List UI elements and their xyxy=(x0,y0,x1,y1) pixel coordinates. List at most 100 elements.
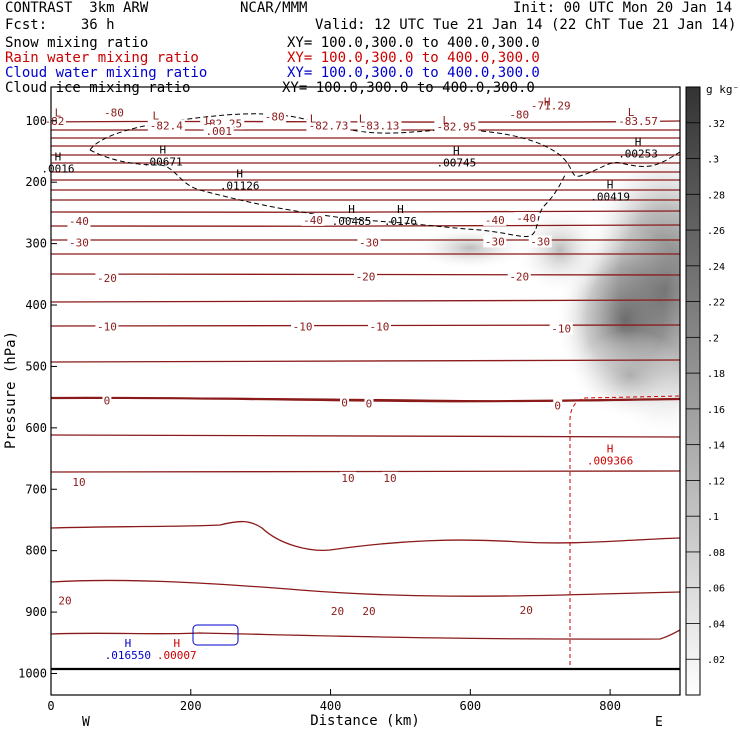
snow-shading-west xyxy=(410,226,530,270)
contour-label-bg xyxy=(360,605,377,618)
contour-label: -40 xyxy=(69,215,89,228)
contour-line xyxy=(51,434,680,438)
extremum-value: .00007 xyxy=(157,649,197,662)
contour-line xyxy=(51,470,680,473)
contour-label: -40 xyxy=(303,214,323,227)
x-tick-label: 400 xyxy=(320,699,342,713)
contour-label: 0 xyxy=(554,399,561,412)
center-label: NCAR/MMM xyxy=(240,0,308,16)
extremum-value: .00253 xyxy=(618,147,658,160)
contour-label: 0 xyxy=(341,396,348,409)
colorbar-tick-label: .28 xyxy=(707,190,725,201)
field-xy-cloud-water: XY= 100.0,300.0 to 400.0,300.0 xyxy=(287,65,540,81)
contour-label-bg xyxy=(507,108,531,121)
contour-label-bg xyxy=(147,119,185,132)
extremum-marker: H xyxy=(173,637,180,650)
contour-label-bg xyxy=(518,603,535,616)
contour-label: 0 xyxy=(366,398,373,411)
plot-frame xyxy=(50,86,681,696)
x-axis-title: Distance (km) xyxy=(310,713,420,729)
y-tick-label: 600 xyxy=(25,421,47,435)
field-xy-snow: XY= 100.0,300.0 to 400.0,300.0 xyxy=(287,35,540,51)
contour-label: 20 xyxy=(331,605,344,618)
contour-label: -10 xyxy=(551,323,571,336)
contour-label: 10 xyxy=(383,472,396,485)
contour-label-bg xyxy=(528,235,552,248)
extremum-marker: H xyxy=(607,442,614,455)
x-tick-label: 800 xyxy=(599,699,621,713)
extremum-value: .00671 xyxy=(143,155,183,168)
contour-label: -83.13 xyxy=(360,119,400,132)
extremum-marker: L xyxy=(359,113,366,126)
extremum-value: .0176 xyxy=(384,215,417,228)
extremum-marker: H xyxy=(236,167,243,180)
contour-label-bg xyxy=(483,235,507,248)
valid-time: Valid: 12 UTC Tue 21 Jan 14 (22 ChT Tue … xyxy=(315,17,737,33)
contour-label-bg xyxy=(514,212,538,225)
contour-label: -20 xyxy=(97,272,117,285)
snow-shading-plume xyxy=(515,205,605,295)
colorbar-tick-label: .26 xyxy=(707,226,725,237)
west-label: W xyxy=(82,715,90,730)
contour-label-bg xyxy=(200,117,245,130)
contour-line xyxy=(51,210,680,213)
contour-label-bg xyxy=(364,397,374,410)
colorbar-tick-label: .3 xyxy=(707,155,719,166)
contour-label: -30 xyxy=(485,235,505,248)
contour-label-bg xyxy=(553,399,563,412)
field-label-rain: Rain water mixing ratio xyxy=(5,50,199,66)
contour-label-bg xyxy=(95,320,119,333)
snow-mixing-ratio-contour xyxy=(89,113,680,237)
cloud-water-contour xyxy=(192,624,239,646)
extremum-value: .009366 xyxy=(587,454,633,467)
x-tick-label: 200 xyxy=(180,699,202,713)
contour-label-bg xyxy=(102,106,126,119)
colorbar-tick-label: .02 xyxy=(707,655,725,666)
y-tick-label: 900 xyxy=(25,605,47,619)
contour-label-bg xyxy=(483,213,507,226)
extremum-marker: H xyxy=(397,203,404,216)
contour-label-bg xyxy=(102,394,112,407)
y-tick-label: 700 xyxy=(25,482,47,496)
colorbar-tick-label: .22 xyxy=(707,298,725,309)
field-label-snow: Snow mixing ratio xyxy=(5,35,149,51)
x-tick-label: 0 xyxy=(47,699,54,713)
contour-label: .001 xyxy=(205,125,232,138)
init-time: Init: 00 UTC Mon 20 Jan 14 xyxy=(513,0,733,16)
colorbar-tick-label: .12 xyxy=(707,476,725,487)
contour-line xyxy=(51,324,680,327)
contour-label-bg xyxy=(203,124,234,137)
y-tick-label: 200 xyxy=(25,175,47,189)
contour-label-bg xyxy=(67,215,91,228)
contour-label-bg xyxy=(549,322,573,335)
pressure-axis: 100 200 300 400 500 600 700 800 900 1000 xyxy=(18,114,57,681)
distance-axis: 0 200 400 600 800 xyxy=(47,689,621,713)
contour-line xyxy=(51,359,680,363)
contour-labels: -80 -80 -80-71.29-82.4 -82.25 -82.73 -83.13 -8… xyxy=(42,99,661,618)
colorbar-tick-label: .2 xyxy=(707,333,719,344)
colorbar-tick-label: .16 xyxy=(707,405,725,416)
contour-label: 10 xyxy=(341,472,354,485)
extremum-value: .00745 xyxy=(436,157,476,170)
contour-label: -30 xyxy=(69,237,89,250)
contour-label: -40 xyxy=(516,212,536,225)
contour-line xyxy=(51,579,680,597)
contour-label: -80 xyxy=(509,108,529,121)
extremum-marker: H xyxy=(544,95,551,108)
y-tick-label: 300 xyxy=(25,237,47,251)
contour-label: -83.57 xyxy=(618,115,658,128)
contour-label: -10 xyxy=(97,321,117,334)
contour-line xyxy=(51,629,680,640)
contour-line xyxy=(51,396,680,403)
contour-label: 20 xyxy=(362,605,375,618)
colorbar-unit: g kg⁻¹ xyxy=(706,83,740,96)
contour-label: -30 xyxy=(359,237,379,250)
contour-label-bg xyxy=(354,270,377,283)
temperature-contours xyxy=(51,120,680,640)
colorbar-tick-label: .14 xyxy=(707,441,725,452)
extremum-marker: H xyxy=(125,637,132,650)
contour-label-bg xyxy=(306,119,351,132)
extremum-marker: L xyxy=(55,106,62,119)
y-tick-label: 800 xyxy=(25,544,47,558)
